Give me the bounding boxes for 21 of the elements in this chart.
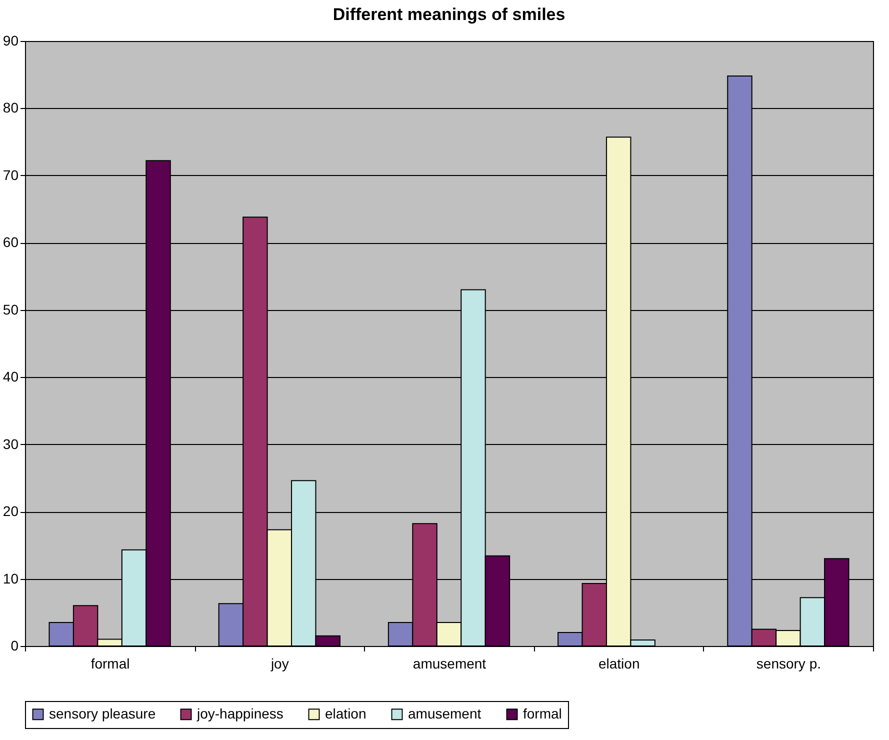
y-tick-label: 60	[2, 234, 19, 250]
y-tick-label: 10	[2, 570, 19, 586]
x-tick-label: sensory p.	[756, 656, 821, 672]
legend-label: formal	[523, 705, 562, 722]
x-tick-label: elation	[598, 656, 640, 672]
legend-label: elation	[325, 705, 366, 722]
y-tick-label: 0	[10, 638, 19, 654]
y-tick-label: 30	[2, 436, 19, 452]
y-tick-label: 40	[2, 368, 19, 385]
y-tick-label: 20	[2, 503, 19, 520]
chart-title: Different meanings of smiles	[332, 5, 566, 24]
y-tick-label: 70	[2, 166, 19, 183]
x-tick-label: formal	[90, 656, 130, 672]
y-tick-label: 90	[2, 32, 19, 48]
x-tick-label: amusement	[412, 656, 486, 672]
y-tick-label: 50	[2, 301, 19, 318]
x-tick-label: joy	[270, 656, 289, 672]
legend-label: sensory pleasure	[49, 705, 156, 722]
legend-label: joy-happiness	[196, 705, 284, 722]
y-tick-label: 80	[2, 100, 19, 116]
legend-label: amusement	[408, 705, 482, 722]
